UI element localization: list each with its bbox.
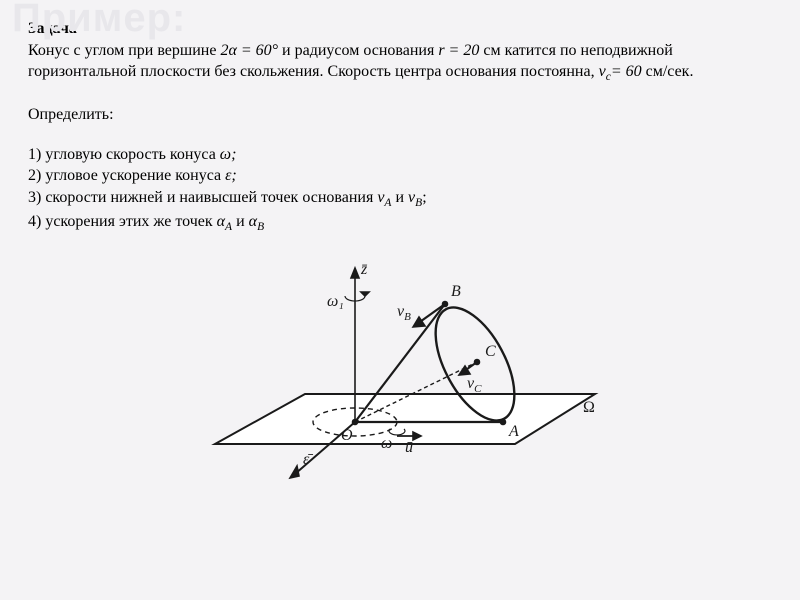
var: ε; [225, 167, 237, 184]
pt-A [501, 420, 506, 425]
lbl-z: z̄ [360, 261, 368, 278]
z-arrow [351, 268, 359, 278]
content-area: Задача Конус с углом при вершине 2α = 60… [0, 0, 800, 519]
define-label: Определить: [28, 104, 772, 126]
text: см/сек. [642, 63, 694, 80]
text: и [232, 213, 249, 230]
text: и [391, 189, 408, 206]
lbl-omega: ω [381, 435, 392, 452]
var: ω; [220, 146, 237, 163]
diagram-container: z̄ ω₁ B vB C vC A O Ω ω ū ε̄ [28, 244, 772, 509]
formula: r = 20 [438, 42, 479, 59]
lbl-O: O [341, 427, 353, 444]
item-4: 4) ускорения этих же точек αA и αB [28, 211, 772, 236]
lbl-A: A [508, 423, 519, 440]
background-heading: Пример: [12, 0, 186, 41]
var: α [249, 213, 257, 230]
item-3: 3) скорости нижней и наивысшей точек осн… [28, 187, 772, 212]
cone-diagram: z̄ ω₁ B vB C vC A O Ω ω ū ε̄ [185, 244, 615, 504]
problem-statement: Конус с углом при вершине 2α = 60° и рад… [28, 40, 772, 86]
lbl-omega1: ω₁ [327, 293, 344, 310]
sub: B [257, 222, 264, 234]
lbl-vC: vC [467, 375, 482, 395]
text: 2) угловое ускорение конуса [28, 167, 225, 184]
lbl-vB: vB [397, 303, 411, 323]
text: ; [422, 189, 426, 206]
text: Конус с углом при вершине [28, 42, 220, 59]
lbl-C: C [485, 343, 496, 360]
lbl-B: B [451, 283, 461, 300]
item-2: 2) угловое ускорение конуса ε; [28, 165, 772, 187]
omega1-arrow [361, 292, 369, 296]
var: α [217, 213, 225, 230]
var-v: v [599, 63, 606, 80]
formula: = 60 [611, 63, 642, 80]
formula: 2α = 60° [220, 42, 278, 59]
text: 1) угловую скорость конуса [28, 146, 220, 163]
text: и радиусом основания [278, 42, 438, 59]
text: 3) скорости нижней и наивысшей точек осн… [28, 189, 377, 206]
lbl-Omega: Ω [583, 399, 595, 416]
item-1: 1) угловую скорость конуса ω; [28, 144, 772, 166]
eps-arrow [290, 466, 299, 478]
text: 4) ускорения этих же точек [28, 213, 217, 230]
lbl-u: ū [405, 439, 413, 456]
